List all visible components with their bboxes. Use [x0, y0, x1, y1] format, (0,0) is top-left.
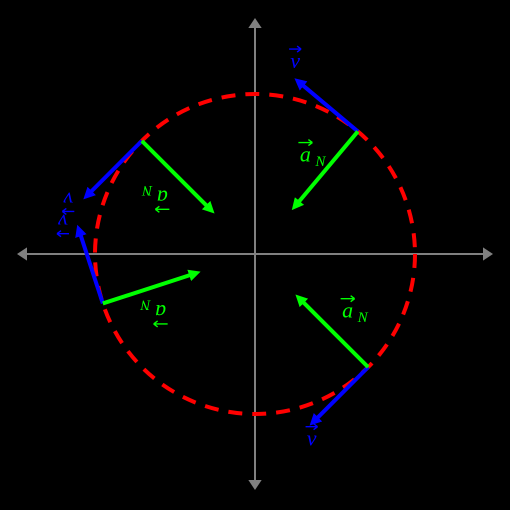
- velocity-vector: [298, 81, 358, 131]
- velocity-label: v: [57, 210, 69, 237]
- normal-accel-label: aN: [141, 182, 169, 212]
- axis-arrowhead: [248, 480, 261, 490]
- svg-text:v: v: [307, 426, 317, 451]
- normal-accel-vector: [299, 298, 368, 367]
- svg-text:N: N: [140, 296, 152, 312]
- normal-accel-label: aN: [341, 296, 369, 326]
- velocity-vector: [79, 229, 103, 303]
- svg-text:N: N: [314, 154, 326, 170]
- axis-arrowhead: [248, 18, 261, 28]
- svg-text:N: N: [141, 182, 153, 198]
- normal-accel-label: aN: [298, 140, 326, 170]
- normal-accel-vector: [142, 141, 211, 210]
- axis-arrowhead: [483, 247, 493, 260]
- velocity-label: v: [306, 424, 318, 451]
- velocity-vector: [313, 367, 368, 422]
- svg-text:v: v: [63, 187, 73, 212]
- normal-accel-label: aN: [140, 296, 168, 326]
- velocity-label: v: [289, 46, 301, 73]
- axis-arrowhead: [17, 247, 27, 260]
- svg-text:N: N: [357, 310, 369, 326]
- svg-text:v: v: [290, 48, 300, 73]
- svg-text:v: v: [58, 210, 68, 235]
- velocity-vector: [87, 141, 142, 196]
